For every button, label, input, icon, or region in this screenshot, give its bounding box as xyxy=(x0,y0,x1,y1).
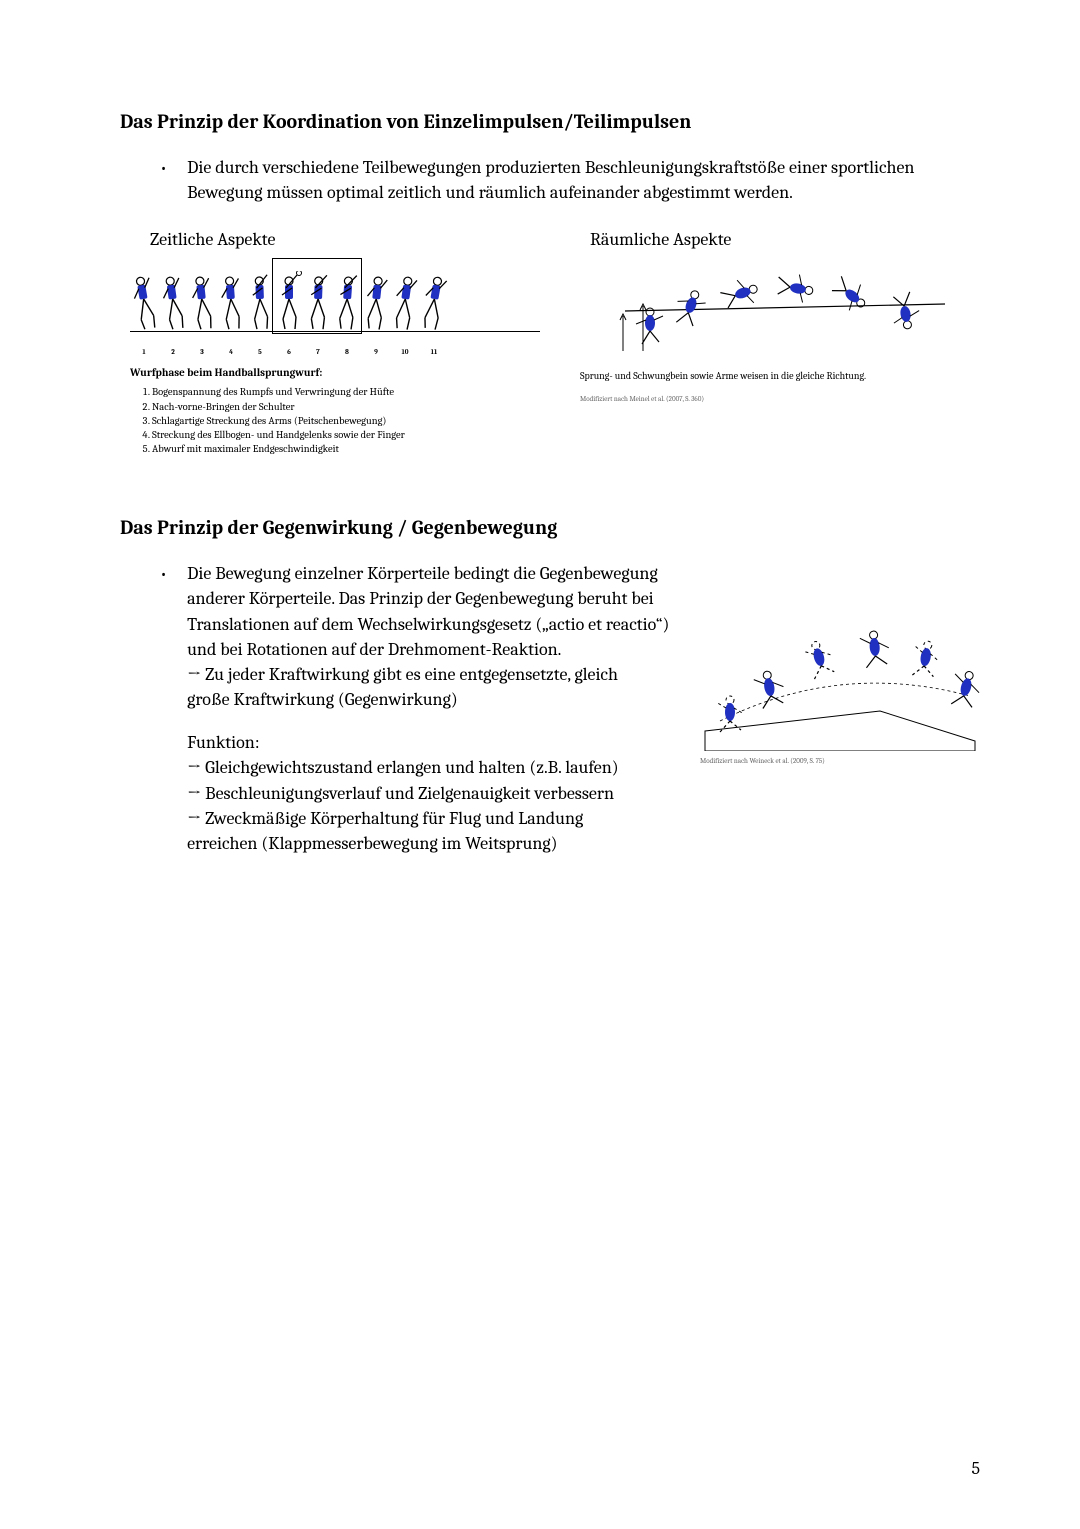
fn3-text: Zweckmäßige Körperhaltung für Flug und L… xyxy=(205,808,583,829)
right-label: Räumliche Aspekte xyxy=(590,229,980,250)
section2-heading: Das Prinzip der Gegenwirkung / Gegenbewe… xyxy=(120,516,980,539)
aspects-row: Zeitliche Aspekte xyxy=(130,229,980,456)
frame-number: 8 xyxy=(333,348,361,356)
stick-figure xyxy=(362,271,390,331)
fn2: → Beschleunigungsverlauf und Zielgenauig… xyxy=(187,781,980,806)
section1-heading: Das Prinzip der Koordination von Einzeli… xyxy=(120,110,980,133)
wurf-item: Streckung des Ellbogen- und Handgelenks … xyxy=(152,428,540,442)
left-label: Zeitliche Aspekte xyxy=(150,229,540,250)
section1-bullet: • Die durch verschiedene Teilbewegungen … xyxy=(160,155,980,205)
frame-number: 10 xyxy=(391,348,419,356)
frame-number: 5 xyxy=(246,348,274,356)
left-column: Zeitliche Aspekte xyxy=(130,229,540,456)
stick-figure xyxy=(188,271,216,331)
stick-figure xyxy=(130,271,158,331)
section2: Das Prinzip der Gegenwirkung / Gegenbewe… xyxy=(120,516,980,856)
frame-number: 1 xyxy=(130,348,158,356)
bullet-icon: • xyxy=(160,563,167,856)
frame-number: 9 xyxy=(362,348,390,356)
left-figure xyxy=(130,262,540,342)
stick-figure xyxy=(246,271,274,331)
frame-number: 6 xyxy=(275,348,303,356)
frame-numbers: 1234567891011 xyxy=(130,348,540,356)
section2-bullet: • xyxy=(160,561,980,856)
wurf-item: Abwurf mit maximaler Endgeschwindigkeit xyxy=(152,442,540,456)
right-caption: Sprung- und Schwungbein sowie Arme weise… xyxy=(580,370,980,383)
frame-number: 7 xyxy=(304,348,332,356)
frame-number: 11 xyxy=(420,348,448,356)
fn1-text: Gleichgewichtszustand erlangen und halte… xyxy=(205,757,619,778)
section1-bullet-text: Die durch verschiedene Teilbewegungen pr… xyxy=(187,155,980,205)
highlight-frame xyxy=(272,258,362,334)
frame-number: 3 xyxy=(188,348,216,356)
wurf-item: Schlagartige Streckung des Arms (Peitsch… xyxy=(152,414,540,428)
stick-figure xyxy=(159,271,187,331)
section2-body: Modifiziert nach Weineck et al. (2009, S… xyxy=(187,561,980,856)
right-cite: Modifiziert nach Meinel et al. (2007, S.… xyxy=(580,395,980,403)
stick-figure xyxy=(391,271,419,331)
bullet-icon: • xyxy=(160,157,167,205)
fn3b: erreichen (Klappmesserbewegung im Weitsp… xyxy=(187,831,980,856)
right-figure xyxy=(570,266,980,366)
page-number: 5 xyxy=(971,1458,980,1479)
float-cite: Modifiziert nach Weineck et al. (2009, S… xyxy=(700,757,980,765)
wurf-item: Nach-vorne-Bringen der Schulter xyxy=(152,400,540,414)
wurf-title: Wurfphase beim Handballsprungwurf: xyxy=(130,366,540,379)
frame-number: 2 xyxy=(159,348,187,356)
wurf-list: Bogenspannung des Rumpfs und Verwringung… xyxy=(130,385,540,456)
wurf-item: Bogenspannung des Rumpfs und Verwringung… xyxy=(152,385,540,399)
fn2-text: Beschleunigungsverlauf und Zielgenauigke… xyxy=(205,783,614,804)
arrow1-text: Zu jeder Kraftwirkung gibt es eine entge… xyxy=(205,664,618,685)
fn3: → Zweckmäßige Körperhaltung für Flug und… xyxy=(187,806,980,831)
frame-number: 4 xyxy=(217,348,245,356)
longjump-figure: Modifiziert nach Weineck et al. (2009, S… xyxy=(700,601,980,765)
stick-figure xyxy=(217,271,245,331)
right-column: Räumliche Aspekte xyxy=(570,229,980,456)
stick-figure xyxy=(420,271,448,331)
